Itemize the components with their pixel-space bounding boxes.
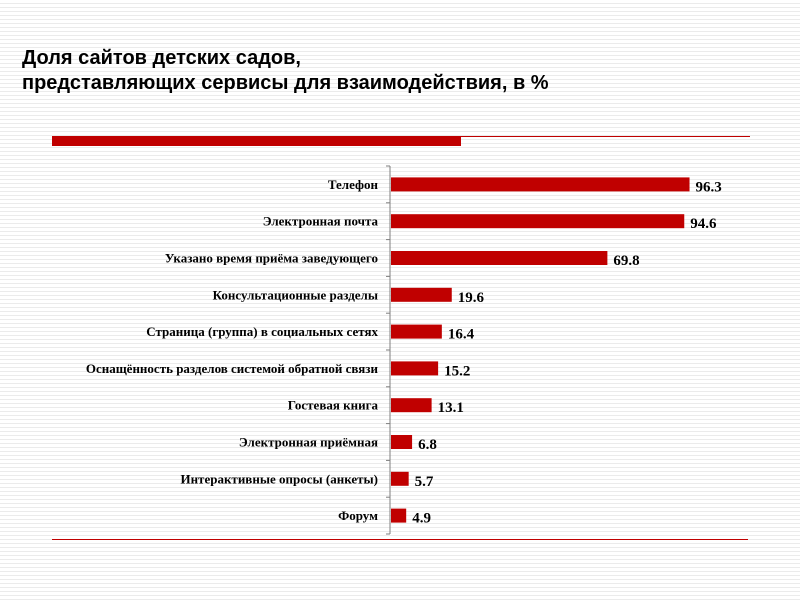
data-label: 6.8 (418, 437, 437, 453)
bottom-divider-line (52, 539, 748, 540)
category-label: Указано время приёма заведующего (165, 251, 378, 266)
category-label: Консультационные разделы (213, 287, 378, 302)
category-label: Оснащённость разделов системой обратной … (86, 361, 379, 376)
top-accent-bar (52, 137, 461, 146)
category-label: Интерактивные опросы (анкеты) (180, 471, 378, 486)
bar (391, 361, 439, 376)
bar (391, 287, 452, 302)
category-label: Телефон (328, 177, 379, 192)
category-label: Электронная приёмная (239, 435, 378, 450)
bar (391, 251, 608, 265)
bar (391, 471, 409, 486)
data-label: 69.8 (613, 253, 639, 269)
data-label: 16.4 (448, 327, 475, 343)
bar (391, 214, 685, 229)
data-label: 4.9 (412, 511, 431, 527)
data-label: 96.3 (696, 179, 722, 195)
bar (391, 398, 432, 413)
bar (391, 508, 407, 523)
bar (391, 177, 690, 192)
category-label: Форум (338, 508, 378, 523)
category-label: Гостевая книга (288, 398, 379, 413)
category-label: Электронная почта (263, 214, 379, 229)
page-title-line-1: Доля сайтов детских садов, (22, 47, 301, 69)
page-title: Доля сайтов детских садов, представляющи… (22, 46, 549, 96)
data-label: 19.6 (458, 290, 485, 306)
data-label: 94.6 (690, 216, 717, 232)
bar (391, 435, 413, 449)
category-label: Страница (группа) в социальных сетях (146, 324, 378, 339)
bar (391, 324, 442, 339)
top-divider-line (52, 136, 750, 137)
page-title-line-2: представляющих сервисы для взаимодействи… (22, 72, 549, 94)
data-label: 5.7 (415, 474, 434, 490)
data-label: 15.2 (444, 363, 470, 379)
data-label: 13.1 (438, 400, 464, 416)
